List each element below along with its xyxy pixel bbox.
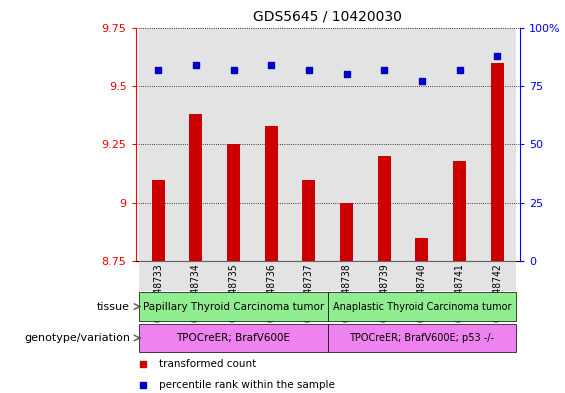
Bar — [189, 114, 202, 261]
Text: GSM1348737: GSM1348737 — [304, 263, 314, 321]
Text: GSM1348734: GSM1348734 — [191, 263, 201, 321]
Bar — [328, 28, 366, 261]
Bar — [415, 238, 428, 261]
Text: tissue: tissue — [97, 301, 130, 312]
Text: GSM1348736: GSM1348736 — [266, 263, 276, 321]
Point — [154, 66, 163, 73]
Point — [342, 71, 351, 77]
Bar — [140, 261, 177, 291]
Bar — [377, 156, 391, 261]
Text: GSM1348742: GSM1348742 — [492, 263, 502, 321]
Title: GDS5645 / 10420030: GDS5645 / 10420030 — [253, 9, 402, 24]
Bar — [290, 261, 328, 291]
Bar — [227, 145, 240, 261]
Bar — [328, 261, 366, 291]
Point — [267, 62, 276, 68]
Bar — [366, 261, 403, 291]
Bar — [441, 28, 479, 261]
Text: GSM1348740: GSM1348740 — [417, 263, 427, 321]
Bar — [253, 28, 290, 261]
Bar — [140, 292, 328, 321]
Bar — [403, 261, 441, 291]
Bar — [490, 62, 504, 261]
Bar — [441, 261, 479, 291]
Point — [493, 52, 502, 59]
Point — [192, 62, 201, 68]
Text: Papillary Thyroid Carcinoma tumor: Papillary Thyroid Carcinoma tumor — [143, 301, 324, 312]
Bar — [253, 261, 290, 291]
Point — [418, 78, 427, 84]
Bar — [177, 28, 215, 261]
Point — [229, 66, 238, 73]
Bar — [215, 28, 253, 261]
Bar — [177, 261, 215, 291]
Bar — [479, 28, 516, 261]
Bar — [366, 28, 403, 261]
Point — [380, 66, 389, 73]
Bar — [264, 126, 278, 261]
Bar — [140, 324, 328, 352]
Point — [455, 66, 464, 73]
Bar — [328, 292, 516, 321]
Text: transformed count: transformed count — [159, 358, 256, 369]
Text: GSM1348738: GSM1348738 — [341, 263, 351, 321]
Bar — [290, 28, 328, 261]
Bar — [215, 261, 253, 291]
Bar — [140, 28, 177, 261]
Text: GSM1348739: GSM1348739 — [379, 263, 389, 321]
Text: TPOCreER; BrafV600E: TPOCreER; BrafV600E — [176, 333, 290, 343]
Point — [305, 66, 314, 73]
Text: genotype/variation: genotype/variation — [24, 333, 130, 343]
Bar — [479, 261, 516, 291]
Bar — [302, 180, 315, 261]
Text: GSM1348741: GSM1348741 — [454, 263, 464, 321]
Bar — [453, 161, 466, 261]
Text: GSM1348735: GSM1348735 — [228, 263, 238, 321]
Text: GSM1348733: GSM1348733 — [153, 263, 163, 321]
Bar — [403, 28, 441, 261]
Text: percentile rank within the sample: percentile rank within the sample — [159, 380, 334, 390]
Bar — [151, 180, 165, 261]
Bar — [328, 324, 516, 352]
Text: Anaplastic Thyroid Carcinoma tumor: Anaplastic Thyroid Carcinoma tumor — [333, 301, 511, 312]
Text: TPOCreER; BrafV600E; p53 -/-: TPOCreER; BrafV600E; p53 -/- — [349, 333, 494, 343]
Bar — [340, 203, 353, 261]
